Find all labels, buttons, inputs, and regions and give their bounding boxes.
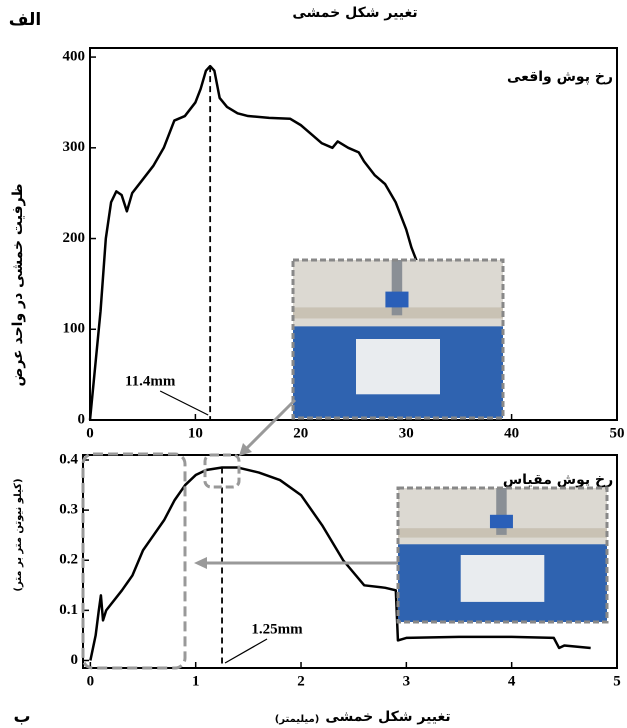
panel-label: ب (13, 707, 30, 727)
photo-gap (460, 555, 545, 602)
x-tick-label: 5 (613, 673, 621, 689)
x-tick-label: 2 (297, 673, 305, 689)
y-axis-unit: (کیلو نیوتن متر بر متر) (13, 478, 24, 591)
y-tick-label: 0.3 (59, 502, 78, 518)
y-tick-label: 0.1 (59, 602, 78, 618)
photo-frame (291, 258, 505, 420)
x-tick-label: 20 (293, 425, 308, 441)
x-tick-label: 3 (403, 673, 411, 689)
y-tick-label: 300 (63, 139, 86, 155)
photo (291, 258, 505, 420)
y-axis-label: ظرفیت خمشی در واحد عرض (10, 183, 26, 386)
photo-head (385, 291, 409, 308)
x-tick-label: 30 (399, 425, 414, 441)
annotation-arrow (159, 390, 209, 416)
photo-gap (356, 339, 440, 395)
x-tick-label: 1 (192, 673, 200, 689)
photo-head (489, 514, 513, 529)
annotation: 1.25mm (251, 621, 303, 637)
x-tick-label: 40 (504, 425, 519, 441)
x-tick-label: 4 (508, 673, 516, 689)
photo-plunger (391, 260, 403, 316)
x-axis-unit: (میلیمتر) (275, 714, 320, 725)
chart-title: تغییر شکل خمشی (292, 5, 417, 21)
panel-label: الف (9, 10, 41, 30)
data-line (88, 64, 418, 421)
y-tick-label: 200 (63, 230, 86, 246)
photo-frame (396, 486, 609, 624)
y-tick-label: 0 (78, 411, 86, 427)
y-tick-label: 100 (63, 321, 86, 337)
y-tick-label: 400 (63, 49, 86, 65)
x-tick-label: 50 (610, 425, 625, 441)
x-tick-label: 0 (86, 425, 94, 441)
annotation: 11.4mm (125, 373, 176, 389)
y-tick-label: 0 (71, 652, 79, 668)
pointer-arrow (241, 398, 297, 454)
photo (396, 486, 609, 624)
highlight-box (203, 453, 241, 489)
y-tick-label: 0.2 (59, 552, 78, 568)
x-tick-label: 0 (87, 673, 95, 689)
arrow-head (239, 443, 252, 456)
arrow-head (194, 557, 207, 569)
highlight-box (81, 452, 187, 670)
photo-plunger (496, 488, 507, 535)
panel-name: رخ پوش مقیاس (503, 472, 613, 488)
annotation-arrow (224, 638, 268, 664)
panel-name: رخ پوش واقعی (507, 69, 613, 85)
x-tick-label: 10 (188, 425, 203, 441)
y-tick-label: 0.4 (59, 451, 78, 467)
x-axis-label: تغییر شکل خمشی (325, 709, 450, 725)
plot-frame (89, 47, 618, 421)
